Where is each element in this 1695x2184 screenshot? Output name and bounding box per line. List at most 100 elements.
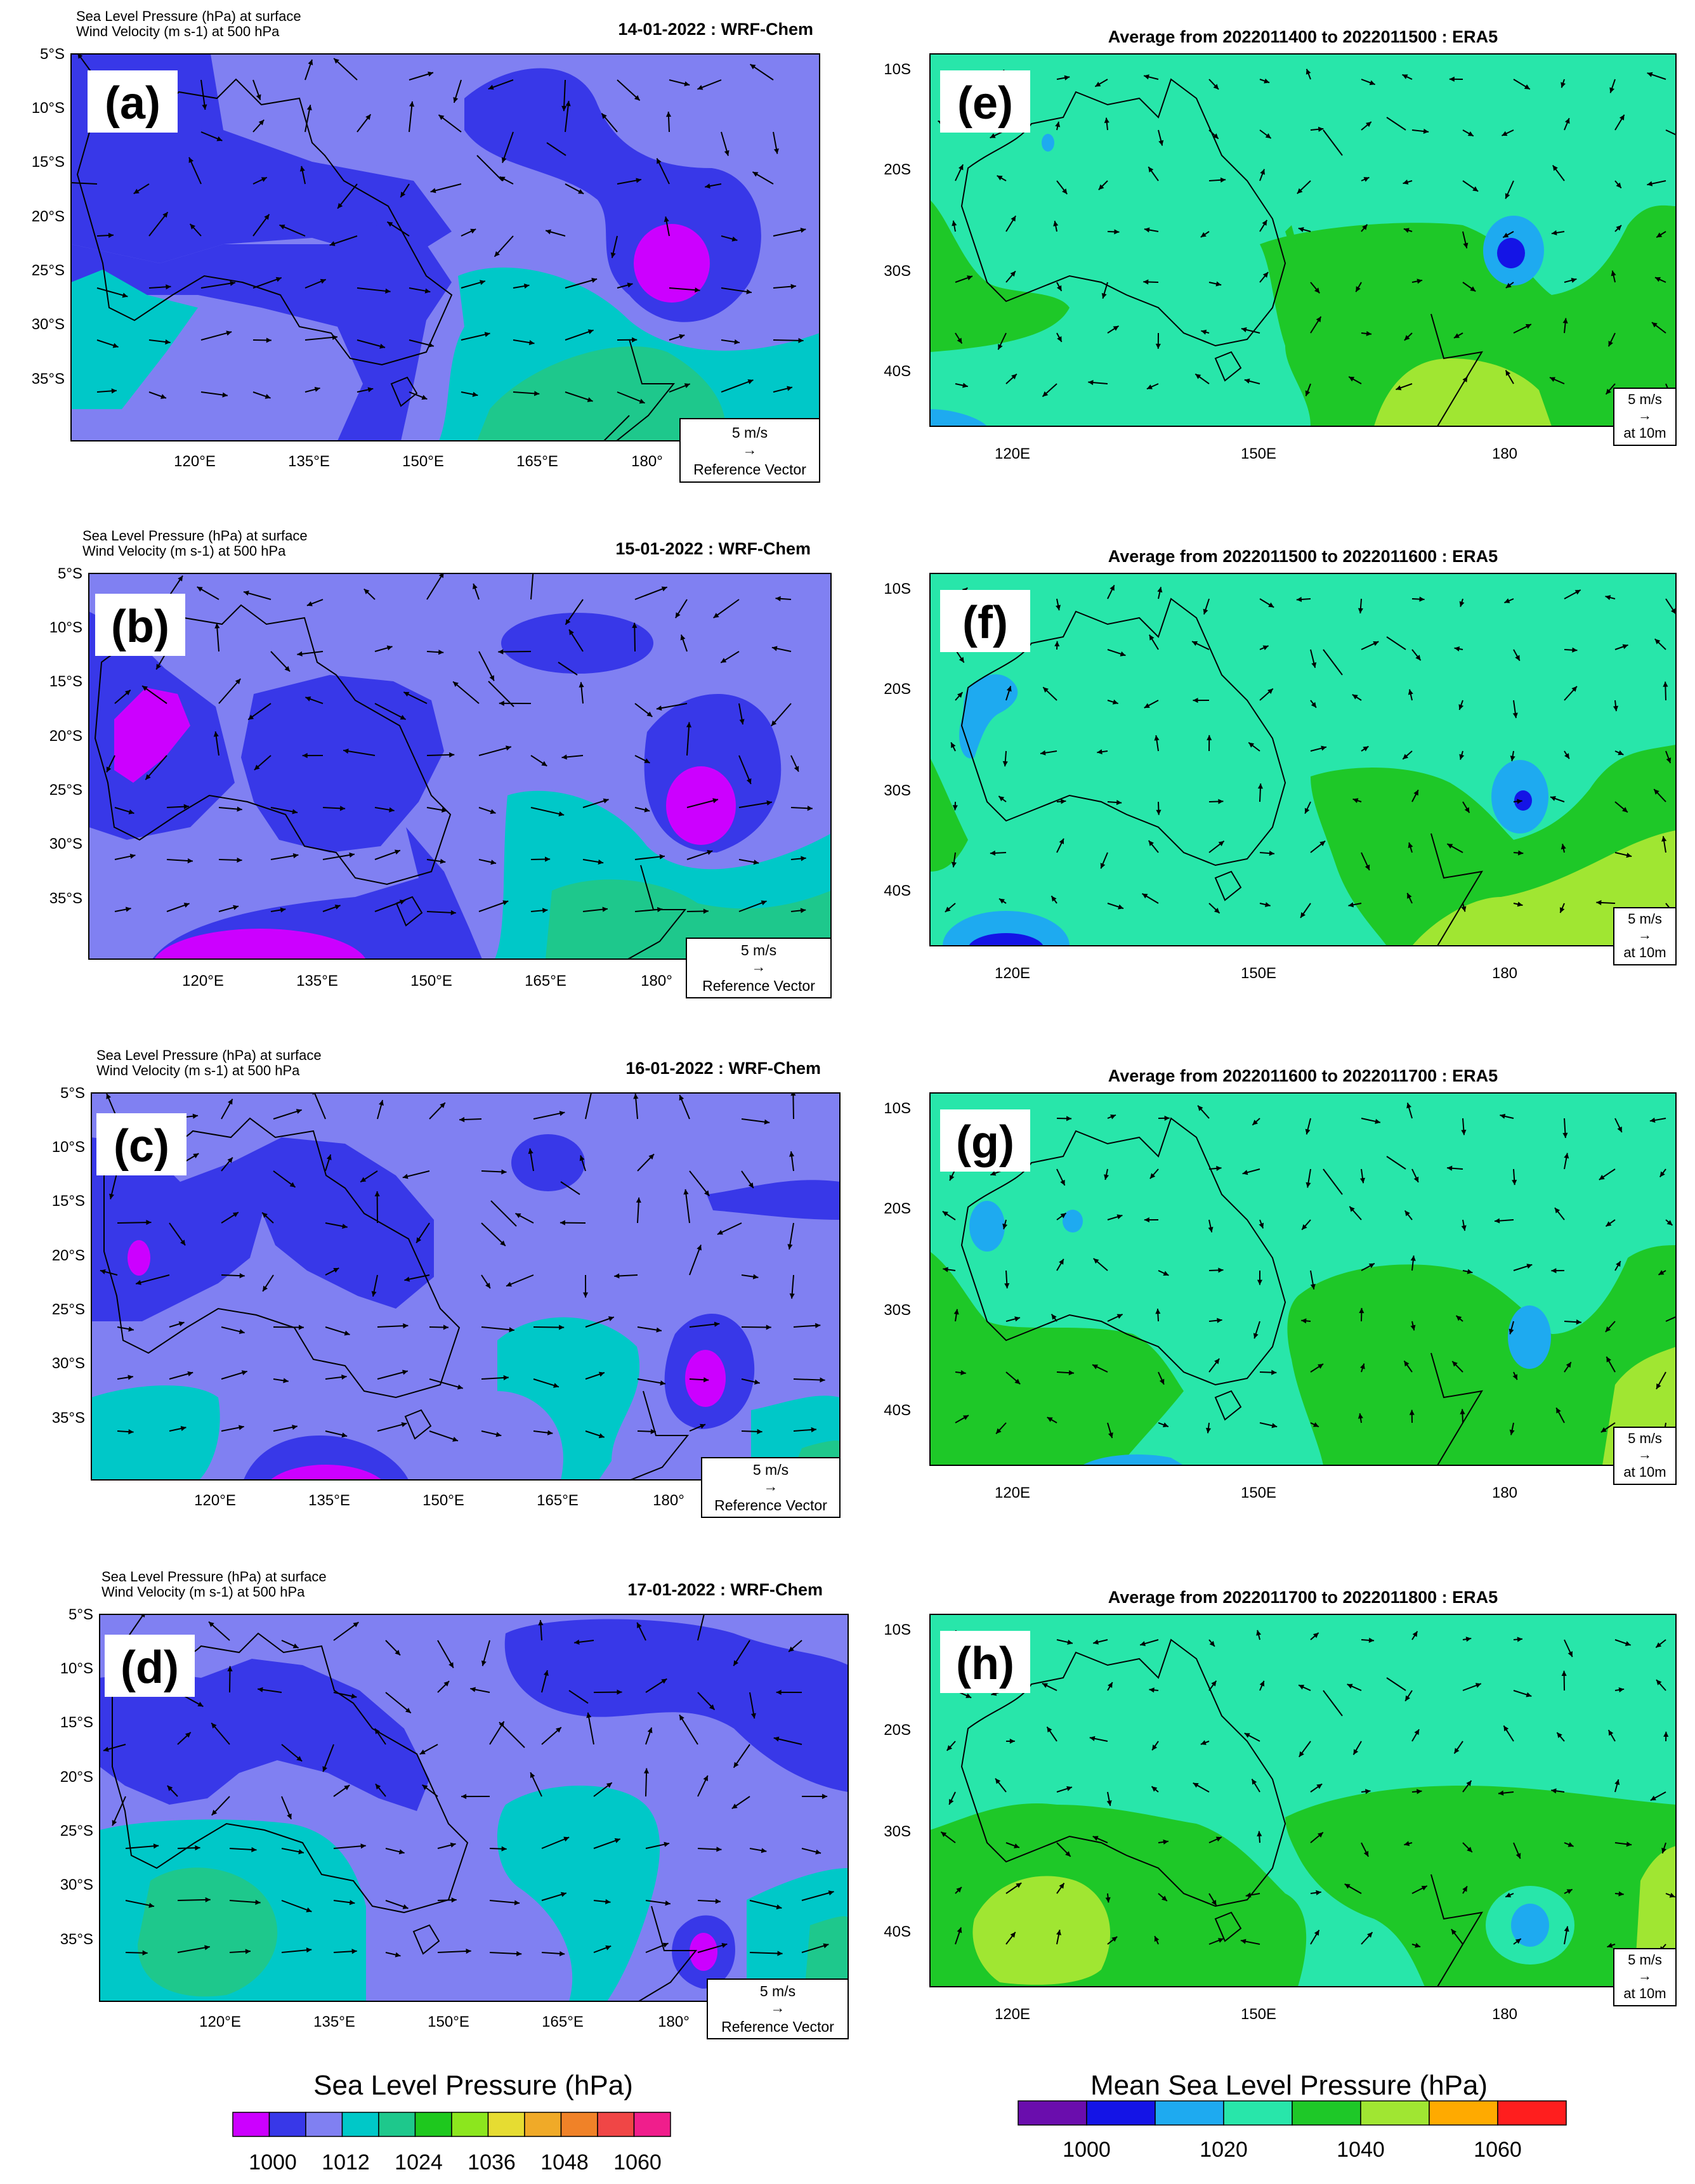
wind-vector-head: [822, 1793, 828, 1800]
wind-vector-head: [1245, 1892, 1252, 1898]
wind-vector-head: [254, 764, 260, 770]
lat-tick-label: 5°S: [69, 1606, 93, 1623]
wind-vector-head: [753, 860, 759, 865]
wind-vector-head: [1116, 1314, 1123, 1319]
wind-vector-head: [1363, 1850, 1369, 1857]
wind-vector: [1665, 1316, 1676, 1322]
wind-vector-head: [598, 1433, 605, 1439]
wind-vector-head: [1618, 1891, 1624, 1897]
wind-vector-head: [484, 332, 490, 337]
legend-tick-label: 1040: [1337, 2138, 1385, 2162]
wind-vector-head: [1407, 893, 1412, 899]
wind-vector-head: [1453, 333, 1460, 338]
wind-vector-head: [1106, 1800, 1112, 1806]
wind-vector-head: [1163, 1271, 1169, 1276]
wind-vector-head: [239, 1273, 245, 1279]
wind-vector-head: [578, 189, 584, 194]
wind-vector: [304, 336, 338, 341]
wind-vector-head: [195, 1845, 200, 1851]
wind-vector-head: [559, 1324, 565, 1330]
wind-vector-head: [1550, 796, 1556, 801]
wind-vector-head: [656, 705, 662, 711]
lon-tick-label: 150E: [1241, 445, 1276, 462]
reference-speed: 5 m/s: [1628, 911, 1662, 927]
lat-tick-label: 10S: [884, 1100, 911, 1117]
wind-vector-head: [1472, 186, 1479, 192]
wind-vector-head: [1213, 133, 1219, 139]
wind-vector-head: [1572, 647, 1578, 653]
legend-swatches: [1018, 2100, 1567, 2126]
wind-vector-head: [1151, 1786, 1158, 1792]
wind-vector-head: [103, 1746, 109, 1752]
wind-vector-head: [1512, 1179, 1517, 1186]
wind-vector-head: [1415, 1942, 1421, 1948]
wind-vector: [533, 1326, 565, 1328]
wind-vector-head: [1116, 1214, 1123, 1220]
wind-vector-head: [1618, 1687, 1625, 1693]
wind-vector-head: [1655, 277, 1661, 282]
wind-vector-head: [702, 1608, 707, 1614]
pressure-field: [930, 1093, 1676, 1465]
wind-vector-head: [337, 202, 343, 209]
panel-date-title: 15-01-2022 : WRF-Chem: [615, 539, 811, 558]
wind-vector-head: [124, 690, 131, 696]
wind-vector-head: [1318, 126, 1324, 132]
wind-vector-head: [1661, 1847, 1666, 1854]
wind-vector-head: [1353, 1749, 1359, 1755]
wind-vector-head: [232, 1212, 239, 1217]
wind-vector-head: [542, 908, 548, 913]
wind-vector-head: [488, 84, 494, 90]
wind-vector-head: [943, 1267, 948, 1272]
wind-vector-head: [1316, 317, 1321, 322]
wind-vector-head: [239, 1425, 244, 1430]
lat-tick-label: 10°S: [49, 619, 82, 636]
wind-vector: [145, 755, 167, 780]
panel-g: Average from 2022011600 to 2022011700 : …: [884, 1066, 1677, 1501]
wind-vector-head: [1566, 1362, 1571, 1368]
wind-vector: [200, 331, 232, 341]
wind-vector-head: [1269, 851, 1275, 856]
wind-vector-head: [776, 1904, 782, 1910]
wind-vector-head: [1449, 76, 1455, 82]
wind-vector-head: [1661, 836, 1667, 842]
wind-vector-head: [1375, 1118, 1380, 1124]
lat-tick-label: 40S: [884, 882, 911, 899]
wind-vector-head: [1617, 1127, 1622, 1133]
wind-vector-head: [1149, 1687, 1155, 1693]
wind-vector-head: [180, 1239, 186, 1246]
wind-vector-head: [733, 1660, 739, 1666]
wind-vector-head: [1508, 1328, 1514, 1335]
legend-swatch: [1018, 2100, 1087, 2126]
wind-vector-head: [1349, 376, 1355, 382]
wind-vector-head: [326, 1154, 332, 1160]
legend-swatch: [232, 2112, 270, 2137]
wind-vector-head: [1611, 270, 1616, 277]
wind-vector-head: [387, 221, 393, 227]
lat-tick-label: 20°S: [60, 1769, 93, 1786]
wind-vector-head: [1608, 1730, 1614, 1736]
wind-vector: [313, 1093, 326, 1120]
wind-vector-head: [197, 1701, 204, 1707]
wind-vector-head: [1663, 1731, 1669, 1737]
wind-vector-head: [1242, 1170, 1248, 1175]
wind-vector-head: [1155, 343, 1161, 349]
pressure-field: [930, 54, 1676, 426]
wind-vector-head: [275, 277, 282, 282]
wind-vector-head: [1561, 82, 1566, 88]
wind-vector-head: [142, 686, 148, 691]
lat-tick-label: 35°S: [49, 890, 82, 907]
wind-vector-head: [302, 753, 308, 759]
wind-vector-head: [1549, 377, 1555, 382]
wind-vector: [281, 1900, 312, 1913]
wind-vector-head: [1264, 78, 1270, 84]
wind-vector-head: [1461, 1130, 1467, 1135]
wind-vector-head: [734, 339, 740, 345]
wind-vector: [563, 79, 566, 112]
wind-vector-head: [546, 229, 551, 235]
wind-vector-head: [773, 1736, 780, 1742]
wind-vector-head: [402, 1370, 408, 1375]
lon-tick-label: 165°E: [516, 453, 558, 470]
panel-d: Sea Level Pressure (hPa) at surface Wind…: [60, 1569, 849, 2039]
wind-vector-head: [1260, 169, 1265, 175]
